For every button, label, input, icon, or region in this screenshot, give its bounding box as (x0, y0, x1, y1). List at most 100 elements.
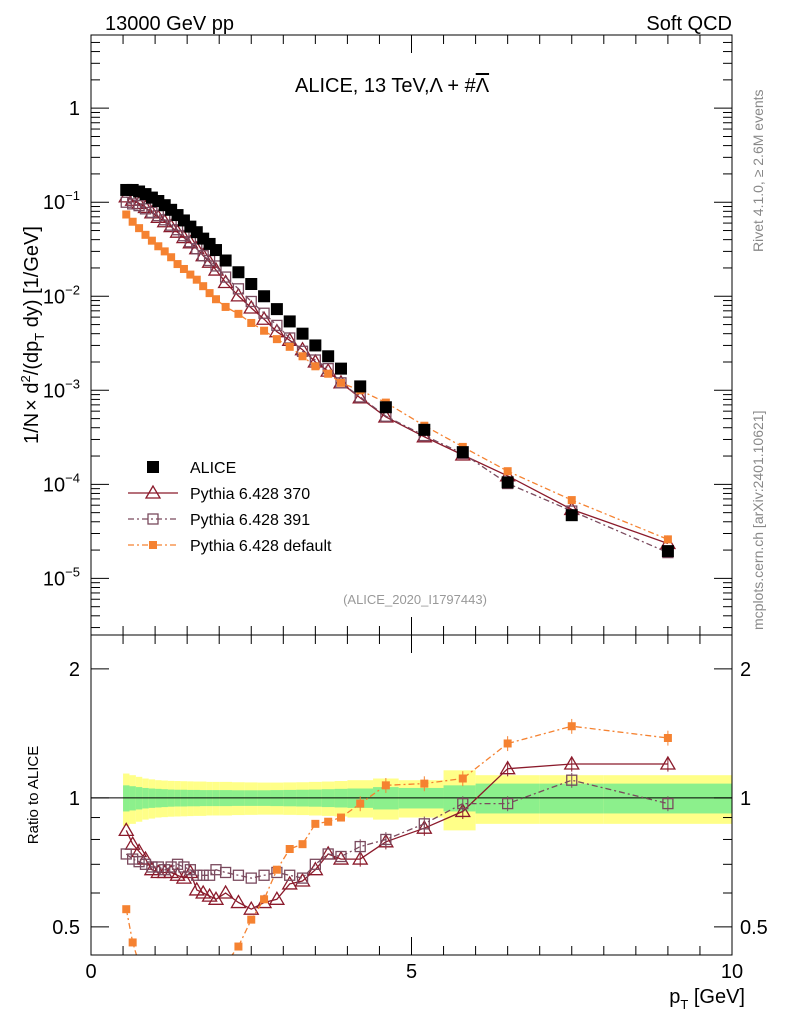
x-axis-label: pT [GeV] (669, 986, 745, 1012)
tick-exponent: −1 (65, 188, 80, 203)
data-point (232, 283, 245, 295)
legend-marker (147, 513, 159, 525)
ratio-series-pythia-6-428-default (122, 718, 672, 1020)
ratio-panel: 0.5 0.5 1 1 2 2 0 5 10 Ratio to ALICE pT [GeV] (25, 634, 768, 1020)
data-point (178, 230, 190, 242)
data-point (416, 428, 433, 443)
data-point (219, 271, 232, 283)
ratio-point (212, 979, 220, 987)
x-tick-label: 5 (406, 961, 417, 983)
ratio-point (178, 861, 190, 873)
data-point (324, 369, 333, 378)
title-symbol: Λ + # (430, 75, 477, 97)
data-point (186, 270, 195, 279)
title-prefix: ALICE, 13 TeV, (295, 75, 430, 97)
ratio-point (230, 894, 247, 909)
data-point (298, 352, 307, 361)
series-alice (120, 183, 674, 558)
ratio-y-tick-label: 1 (69, 788, 80, 810)
data-point (270, 303, 283, 316)
x-tick-label: 10 (721, 961, 743, 983)
y-tick-label: 10−1 (43, 188, 80, 214)
ratio-point (232, 869, 245, 881)
y-tick-label: 10−3 (43, 376, 80, 402)
ratio-point (418, 818, 430, 830)
data-point (128, 217, 137, 226)
ratio-point (197, 869, 209, 881)
ratio-point (566, 774, 578, 786)
ratio-point (234, 942, 243, 951)
ylabel-c: d (21, 382, 43, 399)
data-point (199, 282, 208, 291)
xlabel-sub: T (680, 997, 688, 1012)
data-point (352, 389, 369, 404)
data-point (221, 302, 230, 311)
data-point (245, 278, 258, 291)
ratio-point (284, 869, 296, 881)
data-point (135, 224, 144, 233)
data-point (120, 196, 132, 208)
data-point (501, 476, 514, 489)
ratio-point (298, 840, 307, 849)
ratio-point (567, 722, 576, 731)
ratio-point (171, 858, 184, 870)
ratio-point (457, 797, 469, 810)
ratio-point (501, 797, 514, 810)
main-y-axis-label: 1/N × d2/(dpT dy) [1/GeV] (18, 226, 47, 444)
ratio-point (420, 779, 429, 788)
data-point (205, 289, 214, 298)
ratio-line (125, 725, 668, 955)
ratio-point (152, 861, 164, 873)
tick-mantissa: 10 (43, 474, 65, 496)
ratio-y-tick-label-right: 0.5 (740, 917, 768, 939)
ylabel-b: × (21, 399, 43, 411)
ratio-point (191, 869, 203, 881)
data-point (179, 264, 188, 273)
header-left: 13000 GeV pp (105, 13, 234, 35)
ratio-point (285, 845, 294, 854)
data-point (283, 315, 296, 328)
data-point (147, 236, 156, 245)
ratio-point (294, 872, 311, 887)
ratio-point (458, 774, 467, 783)
data-point (192, 275, 201, 284)
data-point (139, 203, 152, 215)
ratio-y-tick-label: 2 (69, 659, 80, 681)
tick-exponent: −4 (65, 470, 80, 485)
ratio-point (332, 850, 350, 865)
band-inner-bin (539, 783, 604, 814)
ratio-point (128, 938, 137, 947)
data-point (173, 260, 182, 269)
legend-label: ALICE (190, 460, 236, 477)
legend-label: Pythia 6.428 370 (190, 486, 310, 503)
data-point (245, 295, 257, 308)
ratio-point (662, 797, 674, 810)
ratio-point (563, 755, 580, 770)
ratio-point (118, 822, 135, 837)
data-point (334, 362, 347, 375)
y-tick-label: 10−4 (43, 470, 80, 496)
ratio-y-tick-label-right: 1 (740, 788, 751, 810)
ratio-y-axis-label: Ratio to ALICE (25, 746, 42, 844)
data-point (309, 339, 322, 352)
ratio-point (206, 989, 214, 997)
data-point (234, 309, 243, 318)
ratio-point (165, 861, 177, 873)
data-point (285, 342, 294, 351)
ratio-point (322, 848, 334, 860)
ratio-y-tick-label: 0.5 (52, 917, 80, 939)
tick-exponent: −2 (65, 282, 80, 297)
ratio-point (336, 813, 345, 822)
legend-entry: Pythia 6.428 default (128, 538, 332, 555)
ratio-point (380, 833, 392, 846)
uncertainty-band (123, 770, 732, 831)
ratio-point (186, 1012, 194, 1020)
ratio-point (133, 856, 145, 868)
data-point (209, 244, 222, 257)
data-point (354, 380, 367, 393)
legend-entry: Pythia 6.428 391 (128, 512, 310, 529)
legend: ALICE Pythia 6.428 370 Pythia 6.428 391 Pyt… (128, 460, 332, 555)
data-point (127, 198, 139, 210)
tick-mantissa: 10 (43, 192, 65, 214)
ratio-point (159, 864, 171, 876)
